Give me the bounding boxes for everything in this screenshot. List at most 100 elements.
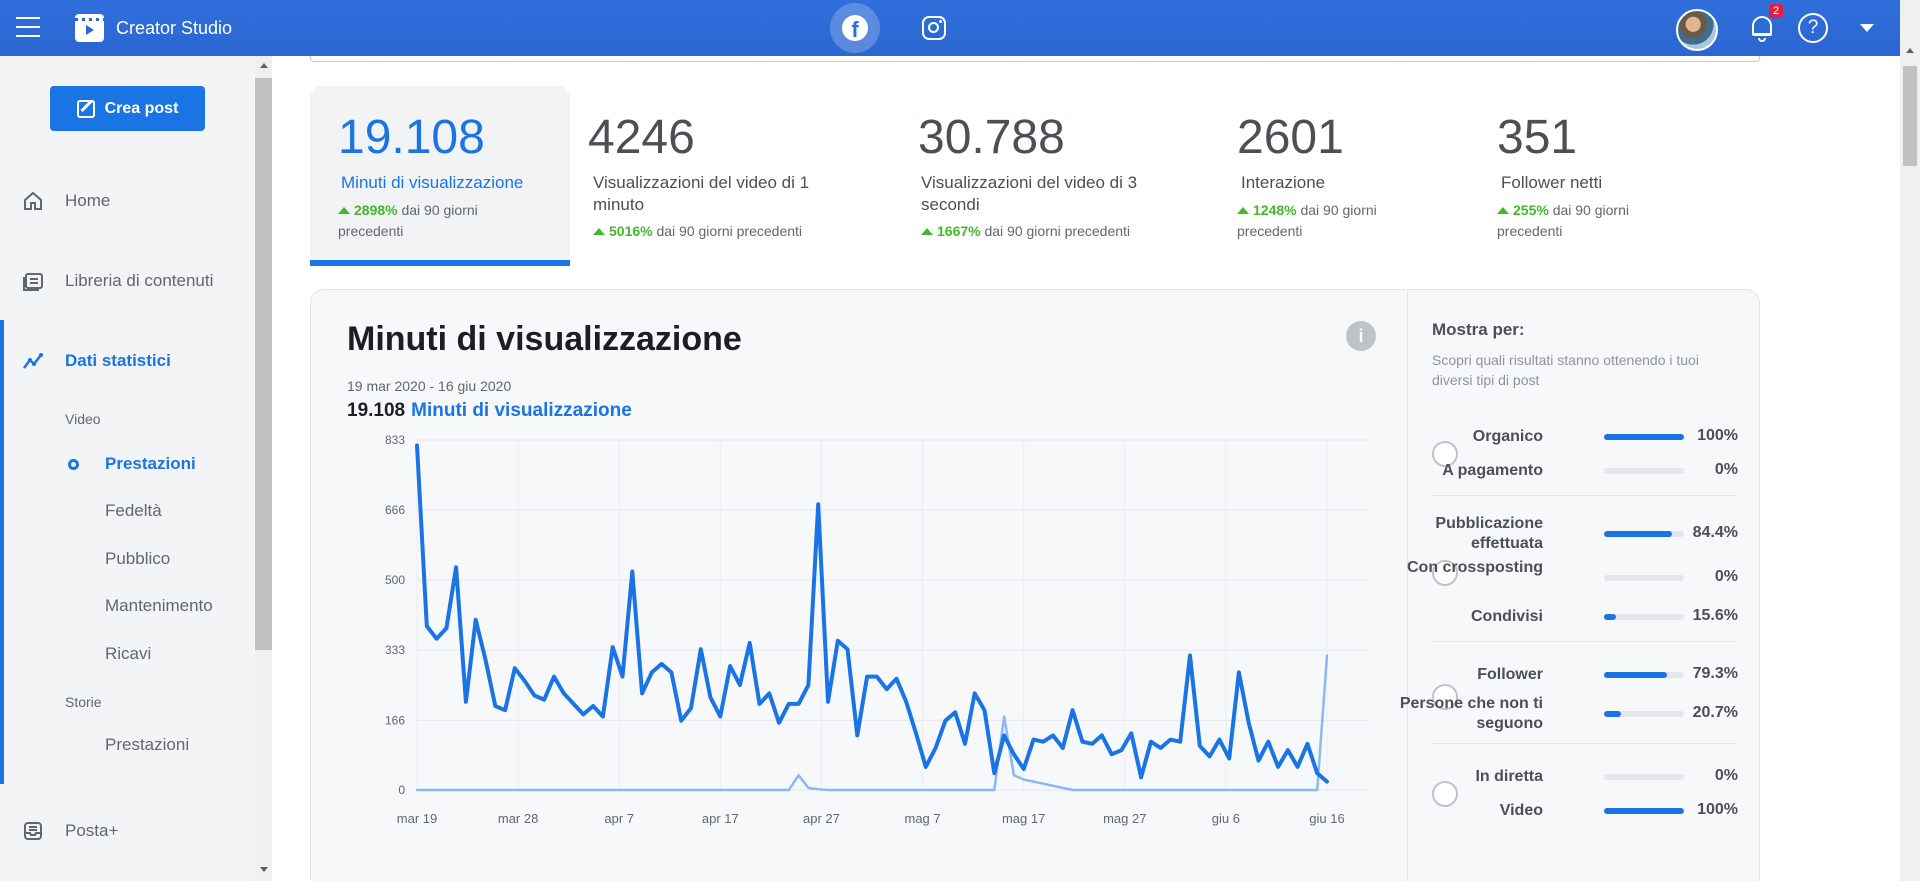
sidebar-subitem-audience[interactable]: Pubblico — [105, 549, 171, 568]
group-divider — [1432, 743, 1737, 744]
breakdown-radio[interactable] — [1432, 781, 1458, 807]
breakdown-bar — [1604, 614, 1684, 620]
x-tick-label: apr 17 — [702, 811, 739, 826]
sidebar-item-home[interactable]: Home — [0, 171, 255, 231]
breakdown-bar-fill — [1604, 434, 1684, 440]
y-tick-label: 833 — [385, 433, 405, 447]
info-icon[interactable]: i — [1346, 321, 1376, 351]
account-menu-caret-icon[interactable] — [1860, 24, 1874, 32]
x-tick-label: mag 27 — [1103, 811, 1146, 826]
metric-engagement[interactable]: 2601 Interazione 1248% dai 90 giorni pre… — [1237, 86, 1497, 266]
breakdown-radio[interactable] — [1432, 560, 1458, 586]
video-section-header: Video — [65, 411, 101, 427]
metric-3sec-views[interactable]: 30.788 Visualizzazioni del video di 3 se… — [900, 86, 1230, 266]
sidebar-item-library[interactable]: Libreria di contenuti — [0, 251, 255, 311]
help-icon[interactable]: ? — [1798, 13, 1828, 43]
scroll-up-arrow-icon[interactable] — [260, 63, 268, 68]
x-tick-label: apr 27 — [803, 811, 840, 826]
breakdown-row-label: A pagamento — [1442, 462, 1543, 479]
main-scrollbar[interactable] — [1900, 56, 1920, 881]
sidebar-subitem-stories-performance[interactable]: Prestazioni — [105, 735, 190, 754]
main-content: 19.108 Minuti di visualizzazione 2898% d… — [272, 56, 1900, 881]
content-library-icon — [23, 273, 43, 291]
sidebar-item-insights[interactable]: Dati statistici — [0, 331, 255, 391]
metric-value: 2601 — [1237, 111, 1344, 164]
x-tick-label: mar 19 — [397, 811, 437, 826]
breakdown-bar — [1604, 711, 1684, 717]
sidebar-subitem-revenue[interactable]: Ricavi — [105, 644, 152, 663]
sidebar-item-label: Libreria di contenuti — [65, 271, 214, 290]
metric-change: 1248% dai 90 giorni precedenti — [1237, 202, 1377, 239]
active-section-indicator — [0, 320, 4, 784]
breakdown-row-percent: 84.4% — [1692, 524, 1738, 541]
breakdown-bar — [1604, 808, 1684, 814]
breakdown-row-label: Persone che non ti seguono — [1399, 695, 1543, 732]
breakdown-group: Follower 79.3% Persone che non ti seguono 2… — [1400, 658, 1761, 736]
breakdown-panel: Mostra per: Scopri quali risultati stann… — [1400, 290, 1761, 881]
x-tick-label: giu 6 — [1212, 811, 1240, 826]
group-divider — [1432, 495, 1737, 496]
app-title: Creator Studio — [116, 17, 233, 38]
breakdown-row-label: Organico — [1472, 428, 1543, 445]
group-divider — [1432, 641, 1737, 642]
stories-section-header: Storie — [65, 694, 102, 710]
metric-value: 30.788 — [918, 111, 1065, 164]
selected-dot-icon — [68, 459, 79, 470]
facebook-tab[interactable]: f — [830, 3, 880, 53]
metric-change: 255% dai 90 giorni precedenti — [1497, 202, 1629, 239]
y-tick-label: 0 — [398, 783, 405, 797]
breakdown-radio[interactable] — [1432, 684, 1458, 710]
sidebar-subitem-retention[interactable]: Mantenimento — [105, 596, 213, 615]
notifications-button[interactable] — [1745, 12, 1779, 46]
sidebar-subitem-performance[interactable]: Prestazioni — [105, 454, 196, 473]
create-post-button[interactable]: Crea post — [50, 86, 205, 131]
metric-net-followers[interactable]: 351 Follower netti 255% dai 90 giorni pr… — [1497, 86, 1757, 266]
x-tick-label: mag 7 — [904, 811, 940, 826]
sidebar-subitem-loyalty[interactable]: Fedeltà — [105, 501, 162, 520]
breakdown-row-label: Follower — [1477, 666, 1543, 683]
sidebar-item-inbox[interactable]: Posta+ — [0, 801, 255, 861]
breakdown-row-percent: 79.3% — [1692, 665, 1738, 682]
breakdown-radio[interactable] — [1432, 441, 1458, 467]
x-tick-label: mar 28 — [498, 811, 538, 826]
app-brand[interactable]: Creator Studio — [75, 14, 232, 42]
notice-banner — [310, 56, 1760, 62]
main-scroll-thumb[interactable] — [1903, 66, 1917, 166]
up-arrow-icon — [1237, 207, 1249, 214]
breakdown-title: Mostra per: — [1432, 320, 1525, 339]
inbox-icon — [24, 822, 42, 840]
breakdown-group: Pubblicazione effettuata 84.4% Con crosspo… — [1407, 512, 1761, 634]
metric-watch-minutes[interactable]: 19.108 Minuti di visualizzazione 2898% d… — [310, 86, 570, 266]
instagram-tab[interactable] — [909, 3, 959, 53]
scroll-down-arrow-icon[interactable] — [260, 867, 268, 872]
metric-label: Visualizzazioni del video di 3 secondi — [921, 173, 1138, 214]
instagram-icon — [922, 16, 946, 40]
series-line-1 — [415, 654, 1329, 792]
facebook-icon: f — [842, 15, 868, 41]
breakdown-group: Organico 100% A pagamento 0% — [1408, 420, 1761, 488]
scroll-up-arrow-icon[interactable] — [1906, 48, 1914, 53]
metric-label: Minuti di visualizzazione — [341, 173, 524, 192]
avatar[interactable] — [1676, 9, 1718, 51]
y-tick-label: 666 — [385, 503, 405, 517]
metric-value: 4246 — [588, 111, 695, 164]
breakdown-row-percent: 100% — [1697, 801, 1738, 818]
breakdown-row-percent: 0% — [1714, 568, 1738, 585]
compose-icon — [76, 99, 95, 118]
breakdown-row-label: Pubblicazione effettuata — [1435, 515, 1543, 552]
chart-total: 19.108 Minuti di visualizzazione — [347, 400, 632, 422]
sidebar-scroll-thumb[interactable] — [255, 78, 272, 650]
up-arrow-icon — [921, 228, 933, 235]
bell-icon — [1752, 16, 1772, 36]
sidebar-scrollbar[interactable] — [255, 56, 272, 881]
sidebar-item-label: Dati statistici — [65, 351, 171, 370]
metric-1min-views[interactable]: 4246 Visualizzazioni del video di 1 minu… — [570, 86, 900, 266]
line-chart[interactable]: 0 166 333 500 666 833 mar 19 mar 28 apr 7 apr 17 a… — [347, 430, 1387, 860]
top-bar: Creator Studio f 2 ? — [0, 0, 1900, 56]
metric-value: 351 — [1497, 111, 1578, 164]
breakdown-description: Scopri quali risultati stanno ottenendo … — [1432, 352, 1699, 388]
series-line-0 — [415, 443, 1329, 784]
breakdown-row-percent: 20.7% — [1692, 704, 1738, 721]
menu-icon[interactable] — [16, 17, 40, 37]
breakdown-bar — [1604, 468, 1684, 474]
